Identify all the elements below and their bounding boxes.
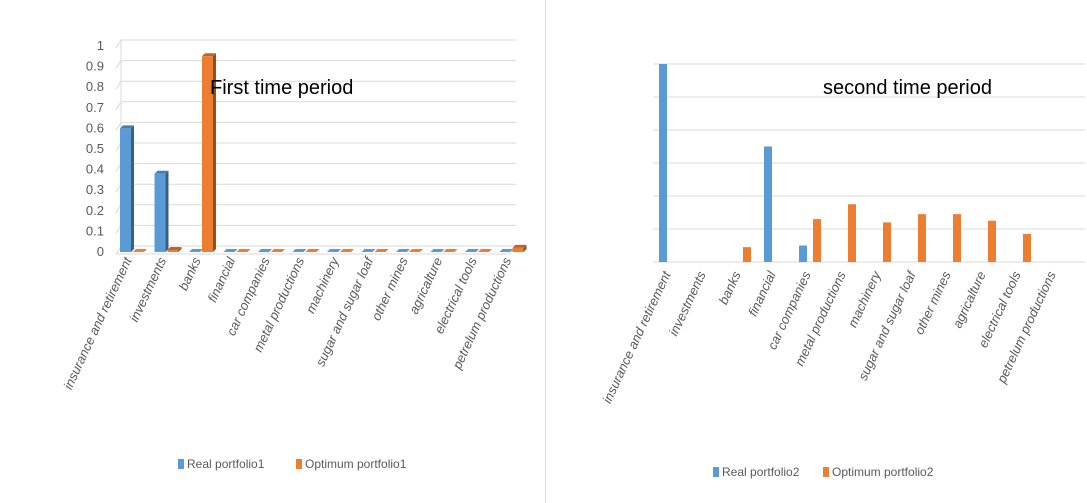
chart-title: First time period (210, 77, 353, 99)
bar-real (327, 249, 341, 252)
bar-side (178, 246, 182, 252)
bar-optimum (133, 249, 147, 252)
bar-optimum (167, 246, 182, 252)
bar-front (202, 56, 213, 252)
bar-side (131, 125, 134, 252)
bar-optimum (743, 247, 751, 262)
bar-optimum (305, 249, 320, 252)
y-tick-label: 1 (97, 38, 104, 53)
bar-optimum (848, 204, 856, 262)
bar-optimum (813, 219, 821, 262)
chart-panel-first-period: 0 0.1 0.2 0.3 0.4 0.5 0.6 0.7 0.8 0.9 1 insurance a… (60, 0, 546, 503)
bar-front (167, 249, 179, 252)
bar-real (396, 249, 410, 252)
bar-real (189, 249, 203, 252)
bar-real (430, 249, 445, 252)
bar-optimum (443, 249, 458, 252)
gridline (115, 204, 516, 214)
x-category-label: financial (745, 268, 779, 319)
legend-label: Optimum portfolio2 (832, 465, 934, 479)
y-tick-label: 0 (97, 244, 104, 259)
x-category-label: banks (175, 254, 203, 292)
y-tick-label: 0.4 (86, 162, 104, 177)
bar-top (167, 246, 182, 250)
y-tick-label: 0.1 (86, 223, 104, 238)
chart-panel-second-period: insurance and retirement investments banks… (547, 0, 1087, 503)
bar-real (764, 146, 772, 262)
legend-label: Real portfolio2 (722, 465, 800, 479)
legend-swatch (296, 459, 302, 469)
gridline (115, 183, 516, 193)
legend-swatch (713, 467, 719, 477)
bar-optimum (236, 249, 251, 252)
legend-label: Real portfolio1 (187, 457, 265, 471)
bar-optimum (953, 214, 961, 262)
gridline (115, 39, 516, 49)
x-category-label: financial (204, 254, 238, 305)
bar-top (120, 125, 134, 129)
bar-real (120, 125, 134, 252)
x-category-label: machinery (845, 268, 885, 330)
bar-optimum (883, 222, 891, 262)
bar-optimum (202, 53, 216, 252)
y-tick-label: 0.6 (86, 120, 104, 135)
chart-title: second time period (823, 77, 992, 99)
bar-side (213, 53, 216, 252)
bar-front (120, 128, 131, 252)
x-category-label: machinery (303, 254, 343, 316)
legend-swatch (823, 467, 829, 477)
x-category-label: banks (715, 268, 743, 306)
bar-side (523, 244, 527, 252)
bar-optimum (988, 220, 996, 262)
gridline (115, 101, 516, 111)
y-tick-label: 0.7 (86, 100, 104, 115)
bar-optimum (271, 249, 285, 252)
bar-real (223, 249, 238, 252)
y-tick-label: 0.5 (86, 141, 104, 156)
x-category-label: investments (666, 268, 709, 338)
y-tick-label: 0.9 (86, 59, 104, 74)
bar-side (165, 170, 169, 252)
bar-optimum (1023, 233, 1031, 262)
legend-swatch (178, 459, 184, 469)
x-category-label: other mines (911, 268, 954, 336)
y-tick-label: 0.8 (86, 79, 104, 94)
gridline (115, 142, 516, 152)
bar-top (512, 244, 527, 248)
chart-first-period: 0 0.1 0.2 0.3 0.4 0.5 0.6 0.7 0.8 0.9 1 insurance a… (60, 38, 527, 471)
bar-optimum (918, 214, 926, 262)
bar-optimum (512, 244, 527, 252)
bar-top (202, 53, 216, 57)
x-category-label: agricalture (406, 255, 445, 316)
bar-real (154, 170, 169, 252)
bar-front (154, 173, 166, 252)
legend-label: Optimum portfolio1 (305, 457, 407, 471)
bar-real (361, 249, 376, 252)
bar-real (258, 249, 272, 252)
bar-top (154, 170, 169, 174)
bar-optimum (478, 249, 492, 252)
gridline (115, 121, 516, 131)
x-category-label: insurance and retirement (599, 268, 674, 406)
gridline (115, 224, 516, 234)
bar-optimum (340, 249, 354, 252)
y-tick-label: 0.3 (86, 182, 104, 197)
gridline (115, 60, 516, 69)
bar-optimum (409, 249, 423, 252)
x-category-label: other mines (368, 254, 411, 322)
bar-real (465, 249, 479, 252)
x-category-label: insurance and retirement (60, 254, 135, 392)
bar-real (659, 64, 667, 262)
gridline (115, 163, 516, 172)
y-tick-label: 0.2 (86, 203, 104, 218)
bar-real (292, 249, 307, 252)
bar-real (499, 249, 514, 252)
x-category-label: agricalture (949, 269, 988, 330)
bar-optimum (374, 249, 389, 252)
bar-front (512, 247, 524, 252)
bar-real (799, 245, 807, 262)
